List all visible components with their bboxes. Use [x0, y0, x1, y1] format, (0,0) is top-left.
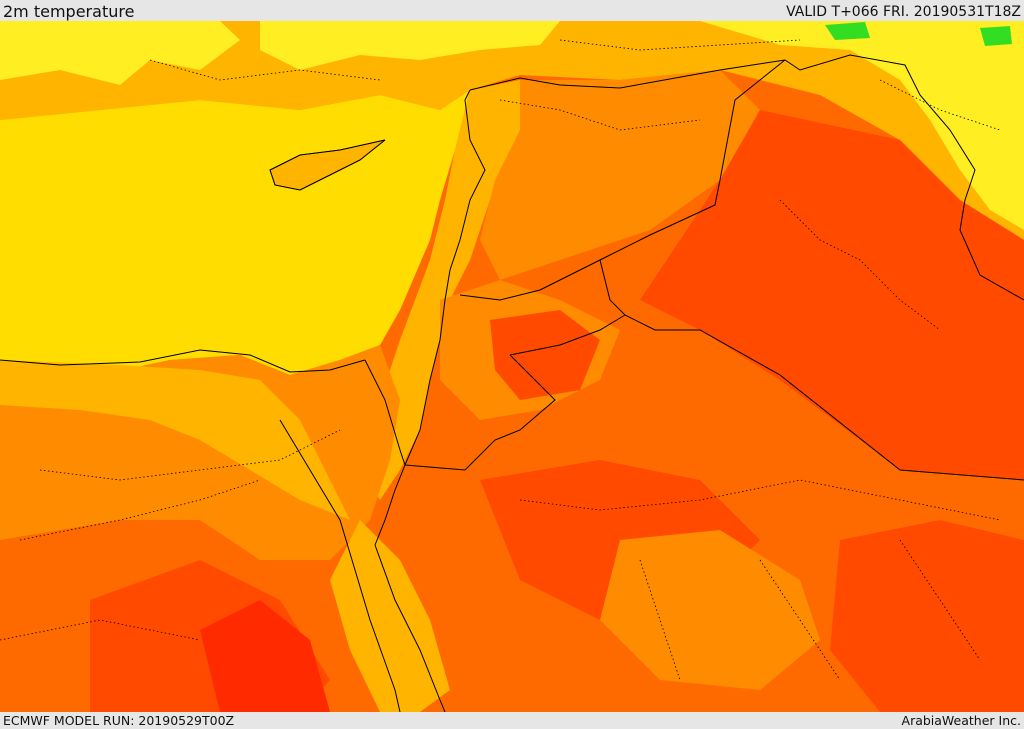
saudi-orange — [600, 530, 820, 690]
turkey-yellow-3 — [700, 21, 1024, 230]
red-sea-coast — [330, 520, 450, 712]
syria-orange — [480, 70, 760, 280]
credit-label: ArabiaWeather Inc. — [901, 713, 1021, 728]
model-run-label: ECMWF MODEL RUN: 20190529T00Z — [3, 713, 235, 728]
levant-coast — [360, 80, 560, 500]
green-patch-2 — [980, 26, 1012, 46]
south-red-2 — [200, 600, 330, 712]
green-patch-1 — [825, 22, 870, 40]
turkey-yellow-2 — [260, 21, 560, 70]
turkey-yellow-1 — [0, 21, 240, 85]
egypt-light — [0, 360, 350, 520]
valid-time: VALID T+066 FRI. 20190531T18Z — [786, 4, 1021, 20]
map-title: 2m temperature — [3, 2, 135, 21]
iraq-red — [640, 110, 1024, 480]
temperature-map — [0, 21, 1024, 712]
jordan-red — [490, 310, 600, 400]
map-canvas — [0, 21, 1024, 712]
footer-bar: ECMWF MODEL RUN: 20190529T00Z ArabiaWeat… — [0, 712, 1024, 729]
province-borders — [0, 39, 1001, 681]
saudi-red-2 — [830, 520, 1024, 712]
country-borders — [0, 54, 1024, 712]
header-bar: 2m temperature VALID T+066 FRI. 20190531… — [0, 0, 1024, 21]
